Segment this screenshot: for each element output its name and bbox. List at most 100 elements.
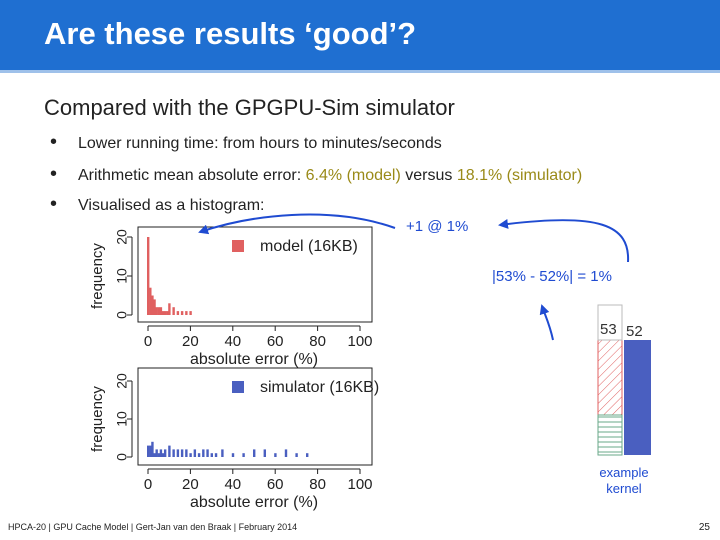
legend-swatch [232, 381, 244, 393]
histogram-bar [295, 453, 298, 457]
histogram-bar [163, 449, 167, 457]
histogram-bar [155, 307, 158, 315]
histogram-bar [153, 299, 156, 315]
histogram-bar [157, 307, 160, 315]
bullet-dot: • [50, 131, 58, 153]
simulator-error-value: 18.1% (simulator) [456, 167, 583, 184]
y-tick-label: 0 [114, 453, 130, 461]
histogram-bar [149, 287, 152, 315]
histogram-bar [176, 449, 180, 457]
model-histogram: 0 20 40 60 80 100 absolute error (%) 0 10 20 frequ… [89, 226, 373, 368]
histogram-bar [189, 311, 192, 315]
histogram-bar [221, 449, 224, 457]
histogram-bar [263, 449, 266, 457]
plot-frame [137, 367, 373, 466]
bar-value-model: 53 [600, 321, 617, 338]
x-tick-label: 100 [347, 333, 372, 350]
histogram-bar [172, 449, 175, 457]
bullet-dot: • [50, 193, 58, 215]
model-error-value: 6.4% (model) [305, 167, 401, 184]
histogram-bar [147, 237, 150, 315]
x-tick-label: 0 [144, 333, 152, 350]
plus-one-annotation: +1 @ 1% [406, 218, 469, 235]
y-tick-label: 0 [114, 311, 130, 319]
histogram-bar [157, 453, 160, 457]
y-axis-label: frequency [89, 386, 106, 452]
x-tick-label: 100 [347, 476, 372, 493]
histogram-bar [168, 445, 171, 457]
slide-subtitle: Compared with the GPGPU-Sim simulator [44, 95, 455, 120]
y-tick-label: 10 [114, 268, 130, 284]
histogram-bar [214, 453, 218, 457]
x-tick-label: 40 [224, 333, 241, 350]
legend-label: simulator (16KB) [260, 379, 379, 396]
bullet-text: Visualised as a histogram: [78, 197, 265, 214]
histogram-bar [306, 453, 309, 457]
histogram-bar [202, 449, 205, 457]
histogram-bar [172, 307, 175, 315]
histogram-bar [185, 449, 188, 457]
bullet-text-pre: Arithmetic mean absolute error: [78, 167, 306, 184]
plot-frame [137, 226, 373, 323]
histogram-bar [210, 453, 213, 457]
bar-value-simulator: 52 [626, 323, 643, 340]
histogram-bar [193, 449, 197, 457]
simulator-bar [624, 340, 651, 455]
simulator-histogram: 0 20 40 60 80 100 absolute error (%) 0 10 20 frequ… [89, 367, 379, 511]
histogram-bar [206, 449, 209, 457]
histogram-bar [151, 295, 154, 315]
y-tick-label: 20 [114, 373, 130, 389]
model-stack-lined [597, 414, 623, 456]
histogram-bar [153, 453, 156, 457]
arrow-to-abs-diff [539, 304, 554, 341]
histogram-bar [253, 449, 256, 457]
example-kernel-bars: 53 52 [597, 304, 651, 456]
x-tick-label: 60 [267, 476, 284, 493]
page-number: 25 [698, 522, 710, 533]
arrow-to-plus-one [498, 219, 630, 263]
histogram-bar [163, 311, 167, 315]
kernel-label-line2: kernel [606, 481, 642, 496]
footer-text: HPCA-20 | GPU Cache Model | Gert-Jan van… [8, 522, 298, 532]
x-tick-label: 20 [182, 333, 199, 350]
x-tick-label: 40 [224, 476, 241, 493]
bullet-text: Lower running time: from hours to minute… [78, 135, 442, 152]
header-underline [0, 70, 720, 73]
histogram-bar [185, 311, 188, 315]
histogram-bar [149, 445, 152, 457]
histogram-bar [274, 453, 277, 457]
histogram-bar [197, 453, 201, 457]
histogram-bar [159, 307, 163, 315]
histogram-bar [231, 453, 235, 457]
model-stack-hatched [597, 339, 623, 416]
arrow-to-model [198, 213, 396, 235]
bullet-text: Arithmetic mean absolute error: 6.4% (mo… [78, 167, 582, 185]
bullet-dot: • [50, 163, 58, 185]
histogram-bar [176, 311, 180, 315]
y-tick-label: 20 [114, 229, 130, 245]
histogram-bar [284, 449, 288, 457]
x-tick-label: 0 [144, 476, 152, 493]
histogram-bar [189, 453, 192, 457]
x-tick-label: 20 [182, 476, 199, 493]
x-axis-label: absolute error (%) [190, 494, 318, 511]
x-axis-label: absolute error (%) [190, 351, 318, 368]
legend-label: model (16KB) [260, 238, 358, 255]
histogram-bar [161, 453, 165, 457]
histogram-bar [166, 311, 169, 315]
header-bar [0, 0, 720, 70]
histogram-bar [161, 311, 165, 315]
model-stack-top [597, 304, 623, 341]
histogram-bar [159, 449, 163, 457]
abs-diff-annotation: |53% - 52%| = 1% [492, 268, 612, 285]
y-axis-label: frequency [89, 243, 106, 309]
histogram-bar [180, 449, 184, 457]
histogram-bar [180, 311, 184, 315]
histogram-bar [242, 453, 245, 457]
bullet-text-mid: versus [400, 167, 457, 184]
example-kernel-label: example kernel [594, 465, 654, 497]
histogram-bar [168, 303, 171, 315]
histogram-bar [155, 449, 158, 457]
slide-title: Are these results ‘good’? [44, 16, 417, 51]
